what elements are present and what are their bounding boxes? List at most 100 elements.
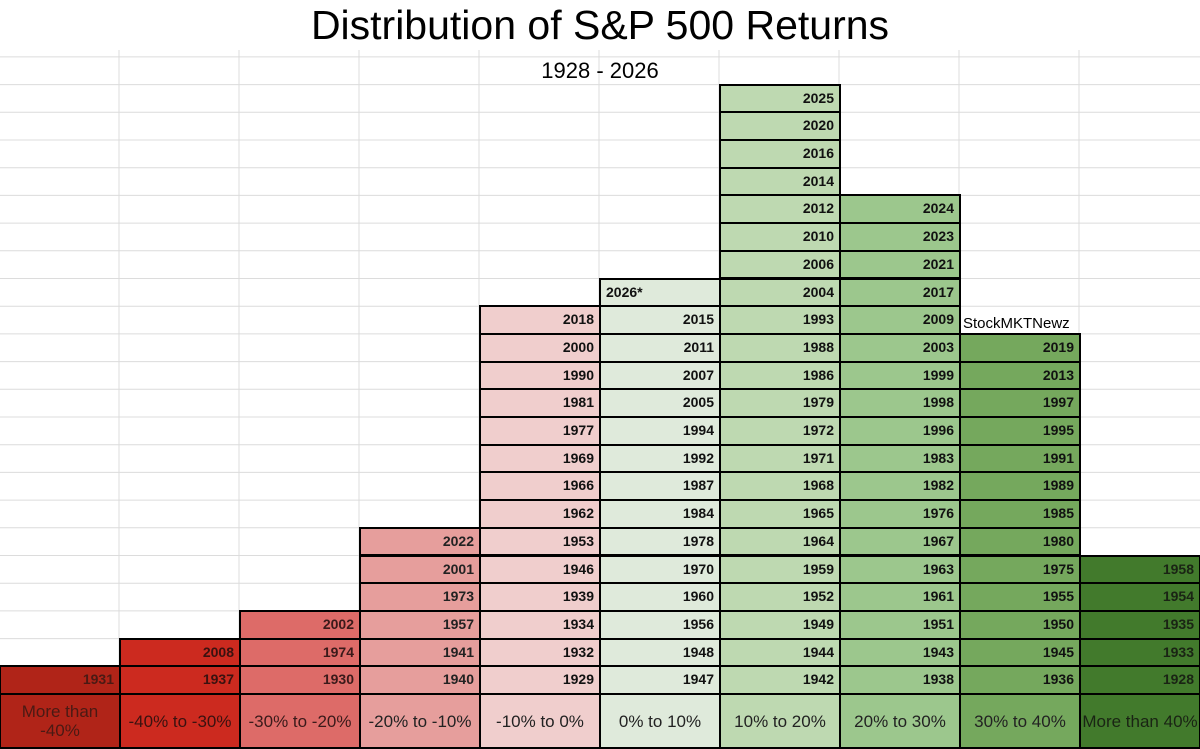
year-cell: 1937 <box>119 665 241 695</box>
year-cell: 1977 <box>479 416 601 446</box>
year-cell: 2020 <box>719 111 841 141</box>
year-cell: 1929 <box>479 665 601 695</box>
year-cell: 2023 <box>839 222 961 252</box>
year-cell: 1936 <box>959 665 1081 695</box>
year-cell: 1940 <box>359 665 481 695</box>
year-cell: 2026* <box>599 277 721 308</box>
year-cell: 1988 <box>719 332 841 363</box>
year-cell: 1949 <box>719 609 841 640</box>
bin-label: 10% to 20% <box>719 693 841 749</box>
year-cell: 1931 <box>0 665 121 695</box>
bin-label: More than 40% <box>1079 693 1200 749</box>
year-cell: 1944 <box>719 637 841 668</box>
year-cell: 1961 <box>839 582 961 612</box>
year-cell: 2011 <box>599 332 721 363</box>
year-cell: 1983 <box>839 443 961 474</box>
year-cell: 1971 <box>719 443 841 474</box>
year-cell: 1969 <box>479 443 601 474</box>
year-cell: 2014 <box>719 166 841 197</box>
year-cell: 1953 <box>479 526 601 557</box>
year-cell: 1980 <box>959 526 1081 557</box>
year-cell: 1932 <box>479 637 601 668</box>
chart-title: Distribution of S&P 500 Returns <box>310 2 890 48</box>
year-cell: 1957 <box>359 609 481 640</box>
year-cell: 2024 <box>839 194 961 225</box>
bin-label: -30% to -20% <box>239 693 361 749</box>
year-cell: 2025 <box>719 83 841 114</box>
year-cell: 1995 <box>959 416 1081 446</box>
year-cell: 2009 <box>839 305 961 335</box>
year-cell: 1974 <box>239 637 361 668</box>
year-cell: 1976 <box>839 499 961 529</box>
bin-label: -40% to -30% <box>119 693 241 749</box>
bin-label: -20% to -10% <box>359 693 481 749</box>
year-cell: 2002 <box>239 609 361 640</box>
year-cell: 1928 <box>1079 665 1200 695</box>
year-cell: 1930 <box>239 665 361 695</box>
year-cell: 1994 <box>599 416 721 446</box>
year-cell: 2018 <box>479 305 601 335</box>
year-cell: 1967 <box>839 526 961 557</box>
year-cell: 1972 <box>719 416 841 446</box>
year-cell: 1948 <box>599 637 721 668</box>
year-cell: 2017 <box>839 277 961 308</box>
year-cell: 1975 <box>959 554 1081 585</box>
year-cell: 1993 <box>719 305 841 335</box>
year-cell: 2004 <box>719 277 841 308</box>
year-cell: 1950 <box>959 609 1081 640</box>
year-cell: 2019 <box>959 332 1081 363</box>
year-cell: 2000 <box>479 332 601 363</box>
year-cell: 1991 <box>959 443 1081 474</box>
year-cell: 1964 <box>719 526 841 557</box>
year-cell: 1958 <box>1079 554 1200 585</box>
year-cell: 1968 <box>719 471 841 502</box>
year-cell: 1934 <box>479 609 601 640</box>
year-cell: 1996 <box>839 416 961 446</box>
year-cell: 1997 <box>959 388 1081 418</box>
year-cell: 1970 <box>599 554 721 585</box>
year-cell: 1955 <box>959 582 1081 612</box>
bin-label: More than -40% <box>0 693 121 749</box>
year-cell: 1998 <box>839 388 961 418</box>
year-cell: 2001 <box>359 554 481 585</box>
year-cell: 1965 <box>719 499 841 529</box>
year-cell: 1943 <box>839 637 961 668</box>
year-cell: 1985 <box>959 499 1081 529</box>
year-cell: 1952 <box>719 582 841 612</box>
year-cell: 2005 <box>599 388 721 418</box>
year-cell: 1966 <box>479 471 601 502</box>
year-cell: 2021 <box>839 249 961 280</box>
year-cell: 2013 <box>959 360 1081 391</box>
bin-label: 0% to 10% <box>599 693 721 749</box>
year-cell: 1954 <box>1079 582 1200 612</box>
year-cell: 1978 <box>599 526 721 557</box>
year-cell: 2015 <box>599 305 721 335</box>
year-cell: 1959 <box>719 554 841 585</box>
year-cell: 1973 <box>359 582 481 612</box>
watermark-text: StockMKTNewz <box>963 315 1070 332</box>
year-cell: 1945 <box>959 637 1081 668</box>
year-cell: 2022 <box>359 526 481 557</box>
year-cell: 1979 <box>719 388 841 418</box>
year-cell: 1990 <box>479 360 601 391</box>
year-cell: 1933 <box>1079 637 1200 668</box>
year-cell: 1947 <box>599 665 721 695</box>
year-cell: 1962 <box>479 499 601 529</box>
chart-subtitle: 1928 - 2026 <box>541 58 659 83</box>
year-cell: 1935 <box>1079 609 1200 640</box>
year-cell: 1946 <box>479 554 601 585</box>
year-cell: 1956 <box>599 609 721 640</box>
year-cell: 1999 <box>839 360 961 391</box>
year-cell: 1938 <box>839 665 961 695</box>
year-cell: 1982 <box>839 471 961 502</box>
year-cell: 2016 <box>719 139 841 169</box>
year-cell: 1942 <box>719 665 841 695</box>
year-cell: 1987 <box>599 471 721 502</box>
bin-label: 20% to 30% <box>839 693 961 749</box>
year-cell: 1939 <box>479 582 601 612</box>
year-cell: 1986 <box>719 360 841 391</box>
year-cell: 2010 <box>719 222 841 252</box>
year-cell: 2003 <box>839 332 961 363</box>
bin-label: -10% to 0% <box>479 693 601 749</box>
